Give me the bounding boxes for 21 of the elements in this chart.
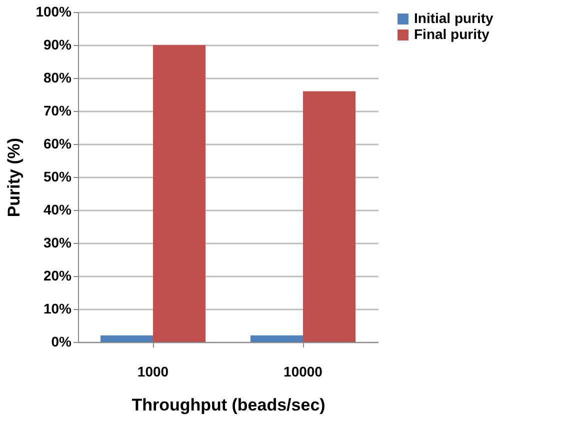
x-axis-title: Throughput (beads/sec) <box>132 396 326 414</box>
y-tick-label: 20% <box>43 268 72 284</box>
y-tick-label: 60% <box>43 136 72 152</box>
y-tick-label: 10% <box>43 300 72 316</box>
legend-label: Final purity <box>414 26 490 42</box>
y-tick-label: 80% <box>43 70 72 86</box>
y-tick-label: 100% <box>36 4 72 20</box>
bar <box>153 45 206 342</box>
bar <box>250 335 303 342</box>
y-tick-label: 70% <box>43 102 72 118</box>
x-tick-label: 1000 <box>137 364 169 380</box>
y-tick-label: 30% <box>43 234 72 250</box>
legend-label: Initial purity <box>414 10 494 26</box>
y-tick-label: 90% <box>43 36 72 52</box>
x-tick-label: 10000 <box>284 364 323 380</box>
bar <box>303 91 356 342</box>
bar <box>100 335 153 342</box>
y-tick-label: 0% <box>51 334 72 350</box>
y-tick-label: 40% <box>43 202 72 218</box>
y-axis-title: Purity (%) <box>4 138 24 218</box>
y-tick-label: 50% <box>43 168 72 184</box>
